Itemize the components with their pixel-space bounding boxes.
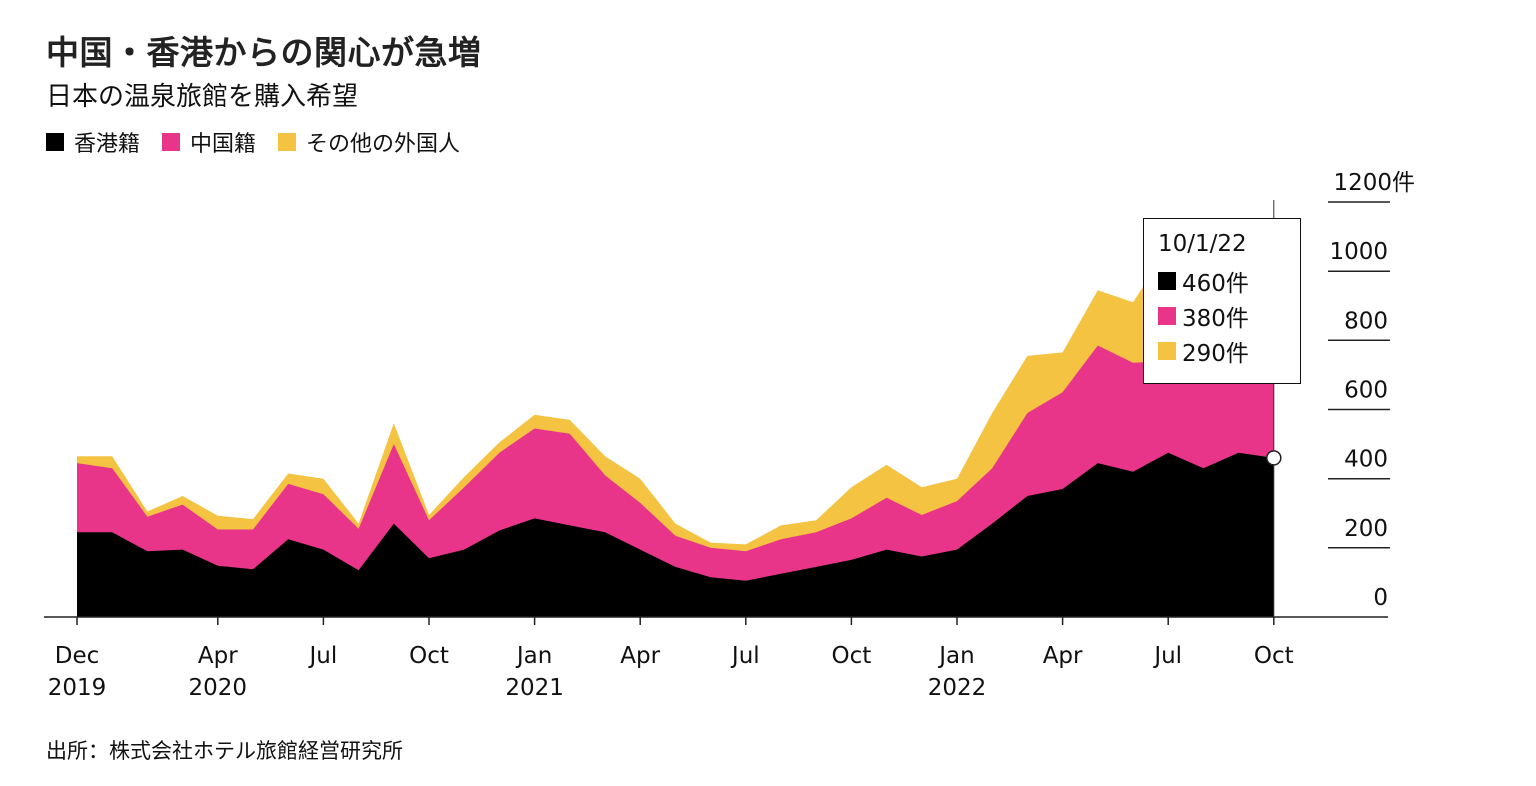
x-tick-year: 2019 [48, 675, 107, 701]
hover-point [1266, 450, 1282, 466]
x-tick-label: Dec [55, 643, 100, 669]
tooltip-swatch-hongkong [1158, 271, 1176, 290]
x-tick-year: 2022 [928, 675, 987, 701]
legend-item-other: その他の外国人 [278, 126, 460, 158]
x-tick-label: Jan [515, 643, 552, 669]
legend-label-china: 中国籍 [190, 132, 257, 157]
data-tooltip: 10/1/22 460件 380件 290件 [1143, 218, 1301, 384]
tooltip-value-china: 380件 [1182, 305, 1249, 332]
legend-label-other: その他の外国人 [306, 132, 461, 157]
tooltip-swatch-china [1158, 306, 1176, 325]
y-tick-label: 400 [1344, 447, 1388, 473]
y-tick-label: 1200件 [1333, 170, 1415, 196]
x-tick-label: Jul [308, 643, 338, 669]
chart-subtitle: 日本の温泉旅館を購入希望 [46, 82, 359, 112]
x-tick-label: Oct [832, 643, 872, 669]
tooltip-swatch-other [1158, 341, 1176, 360]
legend-swatch-china [162, 133, 181, 151]
tooltip-row-hongkong: 460件 [1158, 263, 1286, 298]
legend-label-hongkong: 香港籍 [74, 132, 141, 157]
x-tick-label: Jul [730, 643, 760, 669]
chart-title: 中国・香港からの関心が急増 [46, 33, 482, 72]
x-tick-label: Apr [620, 643, 660, 669]
x-tick-year: 2021 [505, 675, 564, 701]
y-tick-label: 800 [1344, 308, 1388, 334]
tooltip-value-other: 290件 [1182, 340, 1249, 367]
legend-swatch-hongkong [46, 133, 64, 151]
y-tick-label: 600 [1344, 378, 1388, 404]
y-tick-label: 200 [1344, 516, 1388, 542]
tooltip-row-china: 380件 [1158, 298, 1286, 333]
area-series-0 [77, 452, 1274, 617]
x-tick-year: 2020 [189, 675, 248, 701]
tooltip-row-other: 290件 [1158, 333, 1286, 368]
x-tick-label: Apr [1043, 643, 1083, 669]
x-tick-label: Oct [1254, 643, 1294, 669]
legend-item-china: 中国籍 [162, 126, 256, 158]
y-tick-label: 1000 [1329, 239, 1388, 265]
tooltip-date: 10/1/22 [1158, 231, 1247, 257]
x-tick-label: Jan [937, 643, 974, 669]
legend-item-hongkong: 香港籍 [46, 126, 140, 158]
legend-swatch-other [278, 133, 297, 151]
x-tick-label: Oct [409, 643, 449, 669]
tooltip-value-hongkong: 460件 [1182, 270, 1249, 297]
x-tick-label: Jul [1152, 643, 1182, 669]
source-note: 出所：株式会社ホテル旅館経営研究所 [46, 739, 403, 763]
x-tick-label: Apr [198, 643, 238, 669]
legend: 香港籍 中国籍 その他の外国人 [46, 126, 482, 158]
y-tick-label: 0 [1373, 585, 1388, 611]
